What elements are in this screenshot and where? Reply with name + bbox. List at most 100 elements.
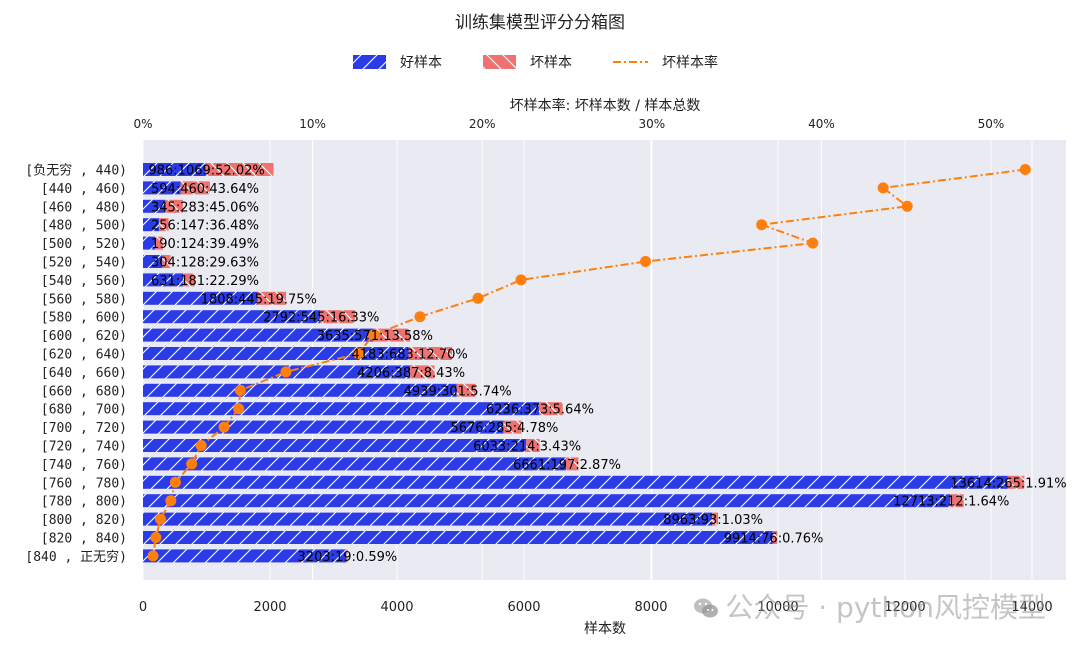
- data-label: 345:283:45.06%: [151, 200, 259, 215]
- data-label: 304:128:29.63%: [151, 256, 259, 271]
- bar-bad: [346, 549, 348, 563]
- bar-bad: [257, 291, 287, 305]
- x2-tick-label: 30%: [638, 117, 665, 131]
- rate-point: [352, 348, 364, 359]
- data-label: 2792:545:16.33%: [263, 311, 379, 326]
- bar-good: [143, 163, 206, 176]
- bar-good: [143, 439, 527, 452]
- y-tick-label: [700 , 720): [41, 421, 127, 436]
- rate-point: [280, 366, 292, 378]
- data-label: 3635:571:13.58%: [317, 329, 433, 344]
- bar-good: [143, 328, 374, 342]
- x-tick-label: 6000: [507, 600, 540, 615]
- y-tick-label: [500 , 520): [41, 237, 127, 252]
- bar-good: [143, 199, 165, 213]
- rate-line: [152, 168, 1026, 557]
- y-tick-label: [560 , 580): [41, 292, 127, 307]
- bar-bad: [526, 439, 540, 452]
- y-tick-label: [620 , 640): [41, 348, 127, 363]
- bar-good: [143, 310, 321, 324]
- rate-point: [218, 421, 230, 433]
- data-label: 13614:265:1.91%: [950, 476, 1066, 491]
- y-tick-label: [780 , 800): [41, 495, 127, 510]
- y-axis: [负无穷 , 440) [440 , 460) [460 , 480) [480 , …: [25, 163, 127, 565]
- bar-good: [143, 531, 773, 544]
- bar-bad: [565, 457, 579, 471]
- bar-bad: [320, 310, 355, 324]
- rate-point: [640, 256, 652, 267]
- bar-good: [143, 549, 347, 563]
- x2-tick-label: 0%: [133, 117, 152, 131]
- rate-point: [233, 403, 245, 415]
- bar-bad: [155, 236, 163, 250]
- bar-good: [143, 218, 160, 232]
- wechat-icon: [694, 598, 719, 618]
- data-label: 4206:387:8.43%: [357, 366, 465, 381]
- rate-point: [195, 440, 207, 451]
- bar-bad: [1007, 475, 1025, 489]
- rate-point: [234, 384, 246, 396]
- watermark-text: 公众号 · python风控模型: [725, 591, 1046, 624]
- top-x-axis: 0% 10% 20% 30% 40% 50%: [133, 117, 1004, 131]
- bar-bad: [164, 199, 183, 213]
- bar-bad: [950, 494, 964, 508]
- y-tick-label: [580 , 600): [41, 311, 127, 326]
- bar-good: [143, 181, 181, 195]
- data-label: 256:147:36.48%: [151, 219, 259, 234]
- rate-point: [154, 513, 166, 525]
- bar-bad: [410, 365, 435, 379]
- rate-point: [367, 329, 379, 341]
- y-tick-label: [540 , 560): [41, 274, 127, 289]
- x2-tick-label: 20%: [469, 117, 496, 131]
- legend-swatch-bad: [483, 55, 516, 69]
- rate-point: [1019, 164, 1031, 175]
- x-tick-label: 2000: [253, 600, 286, 615]
- y-tick-label: [600 , 620): [41, 329, 127, 344]
- data-label: 12713:212:1.64%: [893, 495, 1009, 510]
- watermark: 公众号 · python风控模型: [693, 586, 1046, 626]
- rate-point: [186, 458, 198, 470]
- data-label: 190:124:39.49%: [151, 237, 259, 252]
- rate-point: [901, 200, 913, 212]
- legend-label-bad: 坏样本: [530, 55, 572, 71]
- bar-good: [143, 457, 566, 471]
- x-axis-label: 样本数: [584, 621, 626, 637]
- bar-good: [143, 255, 163, 268]
- y-tick-label: [840 , 正无穷): [25, 549, 127, 565]
- bar-good: [143, 475, 1008, 489]
- bar-good: [143, 365, 411, 379]
- x-axis: 0 2000 4000 6000 8000 10000 12000 14000: [139, 600, 1053, 615]
- bar-bad: [180, 181, 210, 195]
- bar-bad: [772, 531, 778, 544]
- data-label: 4183:683:12.70%: [352, 348, 468, 363]
- legend-swatch-good: [353, 55, 386, 69]
- legend-label-good: 好样本: [400, 55, 442, 71]
- rate-point: [147, 550, 159, 562]
- bar-bad: [408, 347, 452, 360]
- x2-tick-label: 50%: [978, 117, 1005, 131]
- x-tick-label: 4000: [380, 600, 413, 615]
- bar-bad: [159, 218, 169, 232]
- rate-point: [877, 182, 889, 194]
- data-label: 594:460:43.64%: [151, 182, 259, 197]
- y-tick-label: [440 , 460): [41, 182, 127, 197]
- rate-line-layer: [147, 164, 1031, 562]
- bar-bad: [712, 512, 719, 526]
- y-tick-label: [680 , 700): [41, 403, 127, 418]
- bar-bad: [205, 163, 274, 176]
- data-label: 6236:373:5.64%: [486, 403, 594, 418]
- bar-bad: [162, 255, 171, 268]
- bar-good: [143, 494, 951, 508]
- y-tick-label: [520 , 540): [41, 256, 127, 271]
- data-label-layer: 986:1069:52.02% 594:460:43.64% 345:283:45.…: [148, 164, 1066, 565]
- rate-point: [807, 237, 819, 249]
- y-tick-label: [480 , 500): [41, 219, 127, 234]
- data-label: 9914:76:0.76%: [724, 532, 824, 547]
- y-tick-label: [720 , 740): [41, 440, 127, 455]
- rate-point: [165, 495, 177, 507]
- bar-good: [143, 402, 539, 416]
- data-label: 986:1069:52.02%: [148, 164, 264, 179]
- data-label: 8963:93:1.03%: [663, 513, 763, 528]
- y-tick-label: [740 , 760): [41, 458, 127, 473]
